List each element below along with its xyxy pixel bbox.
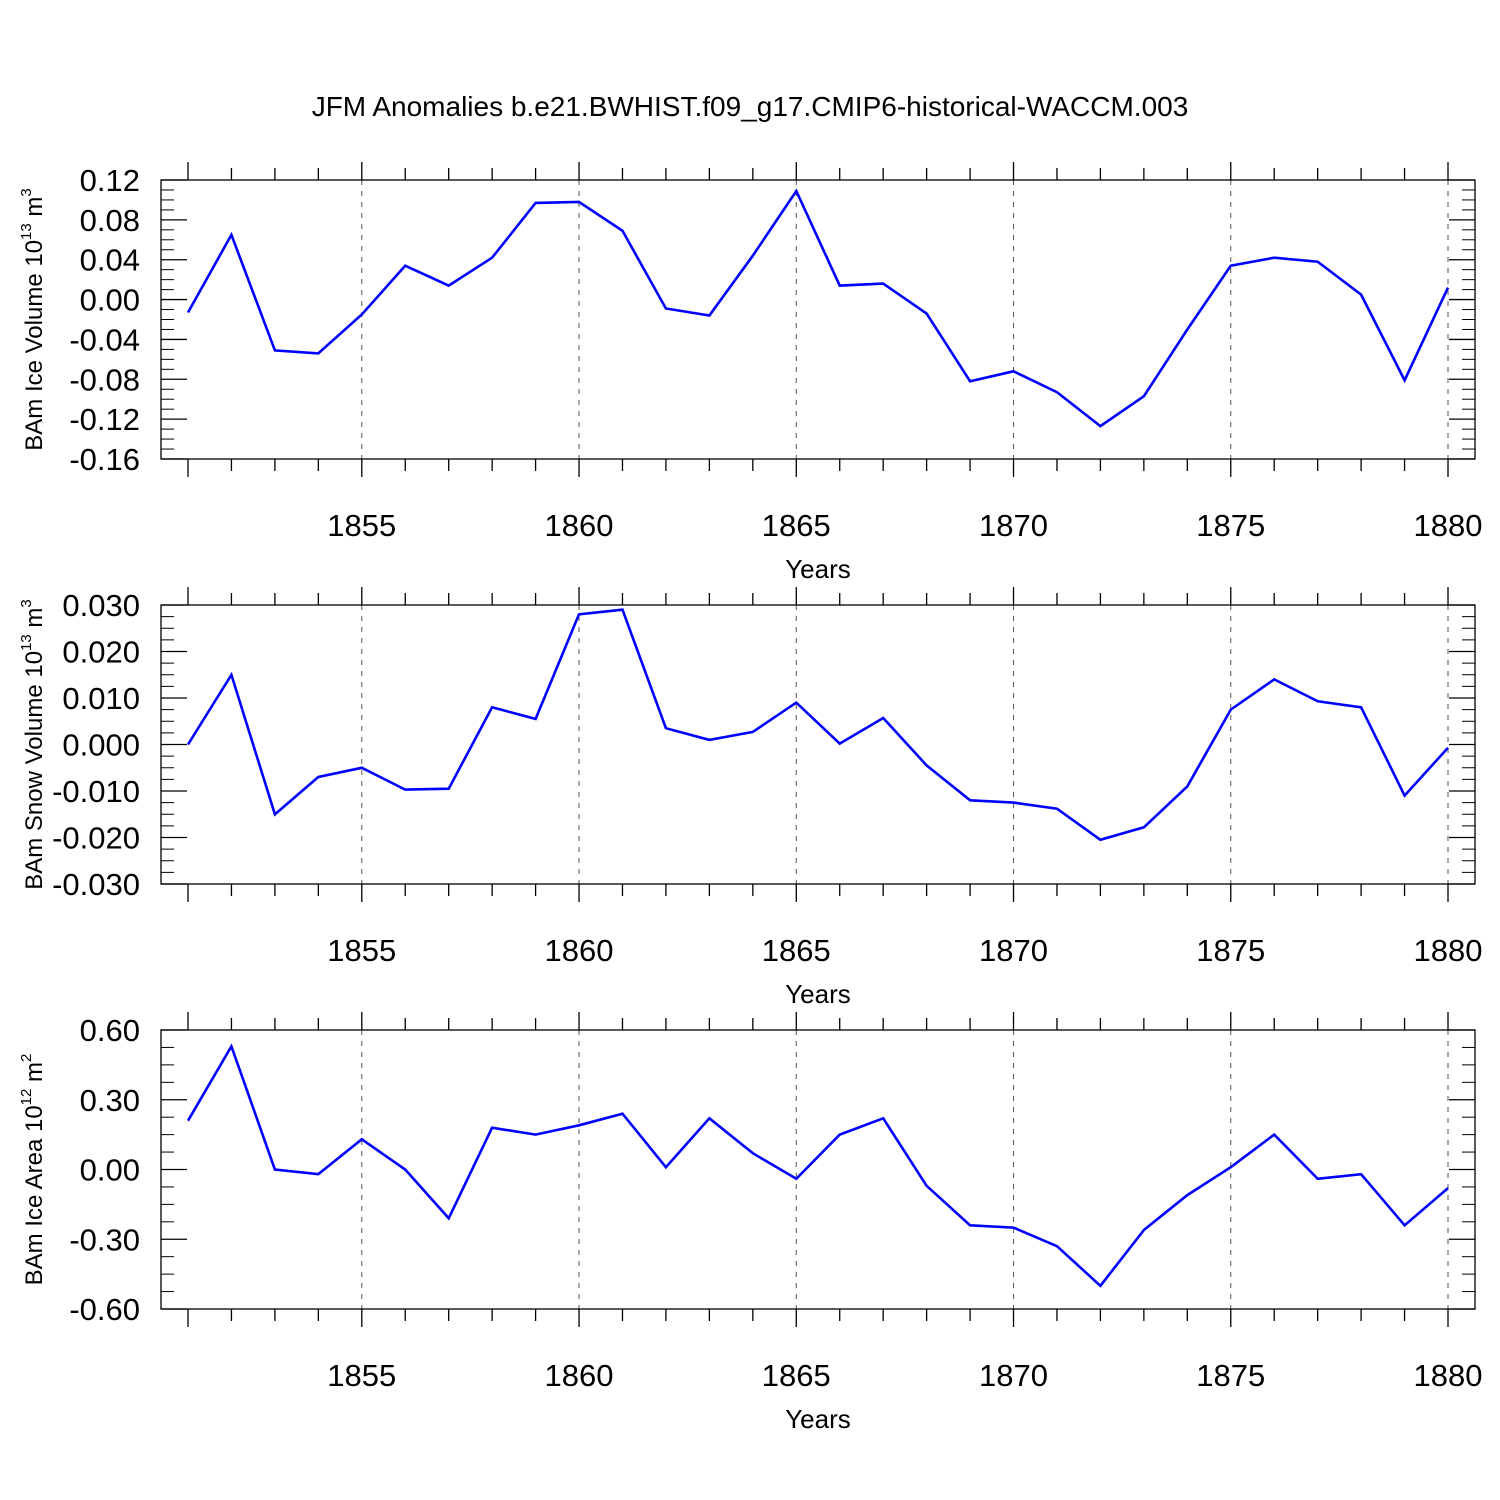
x-tick-label: 1860 [545, 508, 614, 543]
x-tick-label: 1880 [1414, 1358, 1483, 1393]
chart-title: JFM Anomalies b.e21.BWHIST.f09_g17.CMIP6… [312, 91, 1189, 122]
y-tick-label: -0.04 [69, 322, 140, 357]
x-tick-label: 1855 [327, 1358, 396, 1393]
x-tick-label: 1870 [979, 508, 1048, 543]
y-tick-label: -0.16 [69, 442, 140, 477]
x-tick-label: 1865 [762, 508, 831, 543]
y-tick-label: 0.04 [80, 243, 140, 278]
y-tick-label: 0.12 [80, 163, 140, 198]
x-tick-label: 1865 [762, 933, 831, 968]
x-tick-label: 1865 [762, 1358, 831, 1393]
y-tick-label: -0.08 [69, 362, 140, 397]
y-tick-label: -0.60 [69, 1292, 140, 1327]
panel-1: 0.12 0.08 0.04 0.00 -0.04 -0.08 -0.12 -0.16 1855… [18, 162, 1482, 584]
x-tick-label: 1860 [545, 933, 614, 968]
plot-frame [160, 604, 1476, 885]
panel-3: 0.60 0.30 0.00 -0.30 -0.60 1855 1860 1865 1870 18… [18, 1012, 1482, 1434]
x-axis-label: Years [785, 979, 851, 1009]
y-tick-label: 0.000 [62, 728, 140, 763]
series-line [186, 1043, 1449, 1288]
y-tick-label: -0.030 [52, 867, 140, 902]
y-tick-label: 0.08 [80, 203, 140, 238]
x-axis-label: Years [785, 554, 851, 584]
plot-frame [160, 1029, 1476, 1310]
x-axis-label: Years [785, 1404, 851, 1434]
y-tick-label: -0.30 [69, 1222, 140, 1257]
y-tick-label: 0.00 [80, 1153, 140, 1188]
y-tick-label: 0.30 [80, 1083, 140, 1118]
series-line [186, 608, 1449, 842]
x-tick-label: 1855 [327, 508, 396, 543]
y-tick-label: 0.60 [80, 1013, 140, 1048]
x-tick-label: 1870 [979, 933, 1048, 968]
y-tick-label: -0.010 [52, 774, 140, 809]
x-tick-label: 1880 [1414, 933, 1483, 968]
y-tick-label: 0.020 [62, 635, 140, 670]
y-axis-label: BAm Ice Area 1012 m2 [18, 1054, 48, 1286]
x-tick-label: 1880 [1414, 508, 1483, 543]
y-tick-label: -0.020 [52, 821, 140, 856]
y-axis-label: BAm Snow Volume 1013 m3 [18, 599, 48, 890]
y-tick-label: 0.010 [62, 681, 140, 716]
series-line [186, 188, 1450, 428]
y-tick-label: 0.030 [62, 588, 140, 623]
y-axis-label: BAm Ice Volume 1013 m3 [18, 188, 48, 450]
y-tick-label: -0.12 [69, 402, 140, 437]
panel-2: 0.030 0.020 0.010 0.000 -0.010 -0.020 -0.030 18… [18, 587, 1482, 1009]
x-tick-label: 1860 [545, 1358, 614, 1393]
x-tick-label: 1875 [1196, 1358, 1265, 1393]
x-tick-label: 1855 [327, 933, 396, 968]
x-tick-label: 1875 [1196, 933, 1265, 968]
x-tick-label: 1875 [1196, 508, 1265, 543]
x-tick-label: 1870 [979, 1358, 1048, 1393]
y-tick-label: 0.00 [80, 283, 140, 318]
